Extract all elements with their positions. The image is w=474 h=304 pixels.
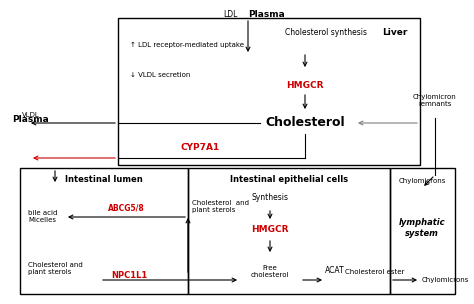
- Text: NPC1L1: NPC1L1: [112, 271, 148, 279]
- Text: ↓ VLDL secretion: ↓ VLDL secretion: [130, 72, 191, 78]
- Text: LDL: LDL: [224, 10, 238, 19]
- Text: ACAT: ACAT: [325, 266, 345, 275]
- Text: CYP7A1: CYP7A1: [181, 143, 219, 152]
- Bar: [20, 168, 188, 294]
- Text: Plasma: Plasma: [12, 116, 49, 125]
- Text: Cholesterol ester: Cholesterol ester: [345, 269, 404, 275]
- Text: Intestinal lumen: Intestinal lumen: [65, 175, 143, 184]
- Text: lymphatic
system: lymphatic system: [399, 218, 445, 238]
- Text: HMGCR: HMGCR: [286, 81, 324, 89]
- Text: Plasma: Plasma: [248, 10, 285, 19]
- Text: Cholesterol and
plant sterols: Cholesterol and plant sterols: [28, 262, 83, 275]
- Text: Intestinal epithelial cells: Intestinal epithelial cells: [230, 175, 348, 184]
- Text: Chylomicron
remnants: Chylomicron remnants: [413, 94, 457, 106]
- Text: ABCG5/8: ABCG5/8: [108, 203, 145, 212]
- Text: Chylomicrons: Chylomicrons: [422, 277, 469, 283]
- Text: HMGCR: HMGCR: [251, 226, 289, 234]
- Text: bile acid
Micelles: bile acid Micelles: [28, 210, 57, 223]
- Text: Synthesis: Synthesis: [252, 193, 289, 202]
- Text: Cholesterol  and
plant sterols: Cholesterol and plant sterols: [192, 200, 249, 213]
- Bar: [118, 18, 420, 165]
- Text: Liver: Liver: [383, 28, 408, 37]
- Text: Cholesterol synthesis: Cholesterol synthesis: [285, 28, 367, 37]
- Text: VLDL: VLDL: [22, 112, 40, 118]
- Bar: [390, 168, 455, 294]
- Text: Free
cholesterol: Free cholesterol: [251, 265, 289, 278]
- Text: Chylomicrons: Chylomicrons: [398, 178, 446, 184]
- Bar: [188, 168, 390, 294]
- Text: Cholesterol: Cholesterol: [265, 116, 345, 130]
- Text: ↑ LDL receptor-mediated uptake: ↑ LDL receptor-mediated uptake: [130, 42, 244, 48]
